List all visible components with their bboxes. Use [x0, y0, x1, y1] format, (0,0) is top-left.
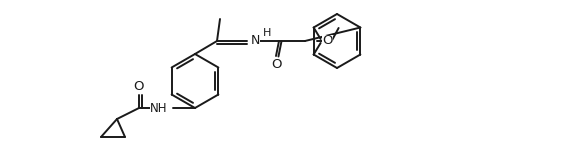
- Text: H: H: [263, 28, 271, 38]
- Text: O: O: [133, 80, 144, 93]
- Text: N: N: [251, 35, 260, 47]
- Text: NH: NH: [149, 102, 167, 115]
- Text: O: O: [271, 58, 281, 70]
- Text: O: O: [323, 35, 333, 47]
